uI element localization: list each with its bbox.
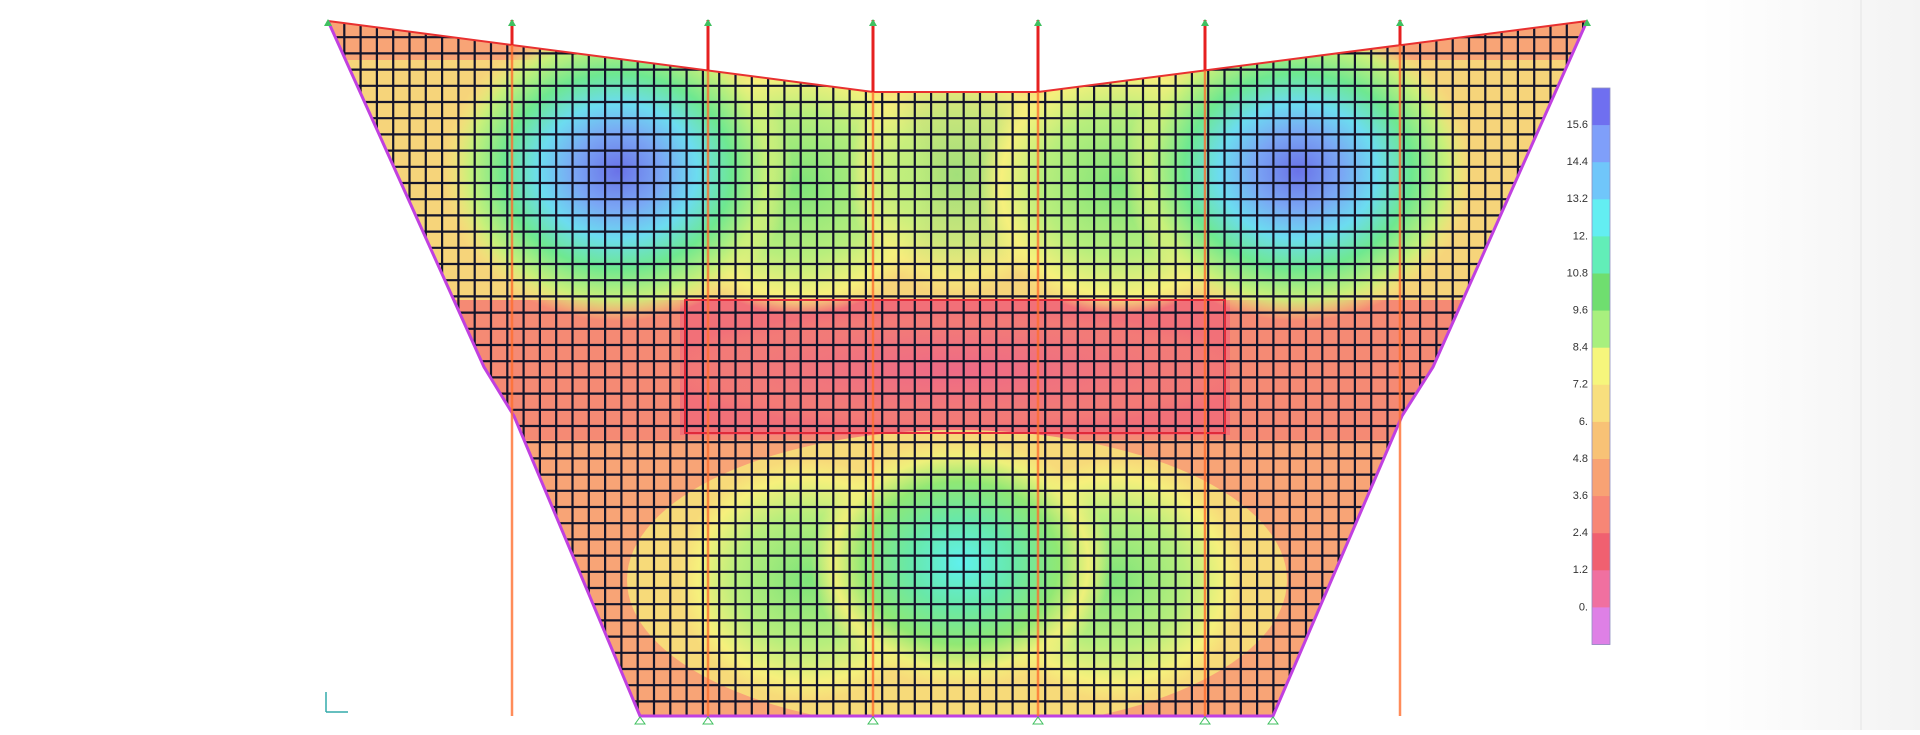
legend-label: 9.6 <box>1573 305 1588 317</box>
beam-band <box>684 299 1226 434</box>
support <box>508 19 516 26</box>
legend-label: 14.4 <box>1567 156 1588 168</box>
legend-label: 7.2 <box>1573 379 1588 391</box>
legend-frame <box>1591 87 1611 645</box>
support <box>1267 716 1279 725</box>
support <box>1583 19 1591 26</box>
support <box>869 19 877 26</box>
support <box>702 716 714 725</box>
columns <box>324 19 1591 725</box>
support <box>1201 19 1209 26</box>
legend-label: 15.6 <box>1567 119 1588 131</box>
legend-label: 10.8 <box>1567 267 1588 279</box>
legend-label: 0. <box>1579 601 1588 613</box>
legend-label: 12. <box>1573 230 1588 242</box>
support <box>1034 19 1042 26</box>
contour-fill <box>328 21 1587 716</box>
support <box>867 716 879 725</box>
legend-label: 8.4 <box>1573 342 1588 354</box>
legend-swatch <box>1592 273 1610 312</box>
support <box>704 19 712 26</box>
legend-swatch <box>1592 607 1610 645</box>
outline-edge <box>326 20 1589 718</box>
legend-swatch <box>1592 347 1610 386</box>
support <box>634 716 646 725</box>
legend-swatch <box>1592 310 1610 349</box>
legend-label: 2.4 <box>1573 527 1588 539</box>
legend-label: 13.2 <box>1567 193 1588 205</box>
legend-swatch <box>1592 88 1610 126</box>
legend-swatch <box>1592 570 1610 608</box>
legend-swatch <box>1592 459 1610 497</box>
legend-swatch <box>1592 236 1610 274</box>
legend-swatch <box>1592 199 1610 237</box>
support <box>1396 19 1404 26</box>
legend-swatch <box>1592 421 1610 460</box>
support <box>324 19 332 26</box>
support <box>1032 716 1044 725</box>
axis-icon <box>325 692 348 713</box>
legend-label: 3.6 <box>1573 490 1588 502</box>
legend-swatch <box>1592 496 1610 534</box>
side-panel <box>1700 0 1920 730</box>
legend-swatch <box>1592 533 1610 571</box>
legend-swatch <box>1592 125 1610 163</box>
legend-label: 4.8 <box>1573 453 1588 465</box>
support <box>1199 716 1211 725</box>
legend-swatch <box>1592 384 1610 423</box>
legend-swatch <box>1592 162 1610 200</box>
top-edge <box>327 20 1588 93</box>
legend-label: 1.2 <box>1573 564 1588 576</box>
legend-label: 6. <box>1579 416 1588 428</box>
mesh <box>328 21 1587 716</box>
legend: 15.6 14.4 13.2 12. 10.8 9.6 8.4 7.2 6. 4.8 3.6 2.4 1… <box>1567 87 1611 645</box>
